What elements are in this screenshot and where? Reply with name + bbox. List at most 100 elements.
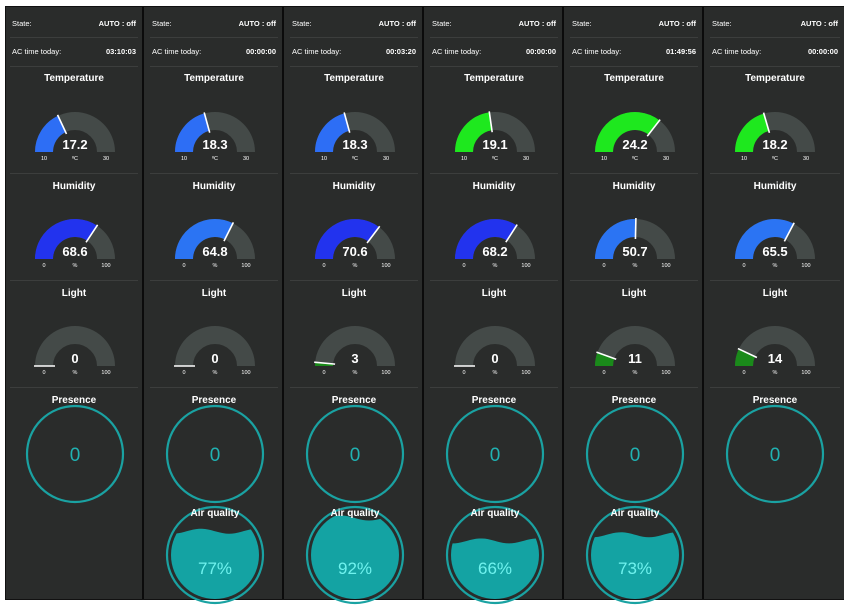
- divider: [430, 280, 558, 281]
- state-value: AUTO : off: [801, 19, 838, 28]
- divider: [290, 37, 418, 38]
- state-value: AUTO : off: [659, 19, 696, 28]
- humidity-min-label: 0: [182, 263, 185, 269]
- humidity-value: 50.7: [622, 244, 647, 259]
- state-label: State:: [12, 19, 32, 28]
- presence-value: 0: [210, 445, 221, 466]
- temperature-unit-label: ºC: [72, 155, 78, 162]
- humidity-gauge: 65.50%100: [706, 209, 844, 289]
- light-unit-label: %: [773, 370, 778, 376]
- light-gauge: 00%100: [426, 316, 564, 396]
- presence-indicator: 0: [706, 393, 844, 503]
- light-value: 11: [628, 351, 642, 366]
- temperature-unit-label: ºC: [632, 155, 638, 162]
- light-title: Light: [566, 288, 702, 299]
- divider: [290, 387, 418, 388]
- light-gauge-fill: [604, 355, 606, 366]
- state-value: AUTO : off: [379, 19, 416, 28]
- ac-time-row: AC time today:00:00:00: [712, 47, 838, 56]
- state-label: State:: [432, 19, 452, 28]
- humidity-gauge: 50.70%100: [566, 209, 704, 289]
- presence-value: 0: [350, 445, 361, 466]
- divider: [10, 280, 138, 281]
- light-gauge: 140%100: [706, 316, 844, 396]
- divider: [430, 66, 558, 67]
- light-title: Light: [426, 288, 562, 299]
- state-value: AUTO : off: [239, 19, 276, 28]
- temperature-max-label: 30: [663, 156, 669, 162]
- light-min-label: 0: [462, 370, 465, 376]
- light-max-label: 100: [241, 370, 250, 376]
- divider: [430, 37, 558, 38]
- light-min-label: 0: [182, 370, 185, 376]
- divider: [710, 173, 840, 174]
- light-value: 0: [211, 351, 218, 366]
- state-label: State:: [712, 19, 732, 28]
- humidity-gauge: 70.60%100: [286, 209, 424, 289]
- humidity-gauge: 68.60%100: [6, 209, 144, 289]
- humidity-min-label: 0: [742, 263, 745, 269]
- presence-indicator: 0: [286, 393, 424, 503]
- divider: [710, 387, 840, 388]
- state-value: AUTO : off: [519, 19, 556, 28]
- presence-value: 0: [70, 445, 81, 466]
- humidity-max-label: 100: [801, 263, 810, 269]
- temperature-min-label: 10: [181, 156, 187, 162]
- light-unit-label: %: [633, 370, 638, 376]
- light-max-label: 100: [381, 370, 390, 376]
- divider: [710, 66, 840, 67]
- divider: [570, 37, 698, 38]
- temperature-min-label: 10: [321, 156, 327, 162]
- humidity-gauge: 64.80%100: [146, 209, 284, 289]
- ac-time-label: AC time today:: [292, 47, 341, 56]
- divider: [150, 37, 278, 38]
- humidity-value: 65.5: [762, 244, 787, 259]
- light-gauge: 00%100: [146, 316, 284, 396]
- light-unit-label: %: [73, 370, 78, 376]
- room-panel: State:AUTO : off AC time today:01:49:56 Te…: [566, 7, 704, 599]
- temperature-max-label: 30: [803, 156, 809, 162]
- temperature-title: Temperature: [146, 73, 282, 84]
- presence-indicator: 0: [6, 393, 144, 503]
- temperature-title: Temperature: [286, 73, 422, 84]
- state-label: State:: [152, 19, 172, 28]
- divider: [10, 387, 138, 388]
- state-row: State: AUTO : off: [712, 19, 838, 28]
- divider: [10, 37, 138, 38]
- light-max-label: 100: [521, 370, 530, 376]
- state-row: State:AUTO : off: [572, 19, 696, 28]
- ac-time-value: 00:00:00: [246, 47, 276, 56]
- temperature-value: 24.2: [622, 137, 647, 152]
- humidity-title: Humidity: [146, 181, 282, 192]
- light-title: Light: [286, 288, 422, 299]
- light-title: Light: [6, 288, 142, 299]
- ac-time-label: AC time today:: [152, 47, 201, 56]
- divider: [150, 173, 278, 174]
- air-quality-gauge: Air quality 66%: [426, 499, 564, 609]
- divider: [290, 280, 418, 281]
- ac-time-row: AC time today:01:49:56: [572, 47, 696, 56]
- divider: [710, 280, 840, 281]
- humidity-max-label: 100: [101, 263, 110, 269]
- humidity-unit-label: %: [633, 263, 638, 269]
- presence-value: 0: [770, 445, 781, 466]
- ac-time-row: AC time today:03:10:03: [12, 47, 136, 56]
- temperature-unit-label: ºC: [212, 155, 218, 162]
- ac-time-value: 01:49:56: [666, 47, 696, 56]
- air-quality-value: 66%: [478, 559, 512, 578]
- humidity-title: Humidity: [706, 181, 844, 192]
- temperature-max-label: 30: [103, 156, 109, 162]
- air-quality-value: 92%: [338, 559, 372, 578]
- light-max-label: 100: [101, 370, 110, 376]
- presence-indicator: 0: [566, 393, 704, 503]
- temperature-title: Temperature: [566, 73, 702, 84]
- light-value: 0: [71, 351, 78, 366]
- air-quality-title: Air quality: [471, 508, 520, 519]
- air-quality-title: Air quality: [611, 508, 660, 519]
- light-value: 14: [768, 351, 783, 366]
